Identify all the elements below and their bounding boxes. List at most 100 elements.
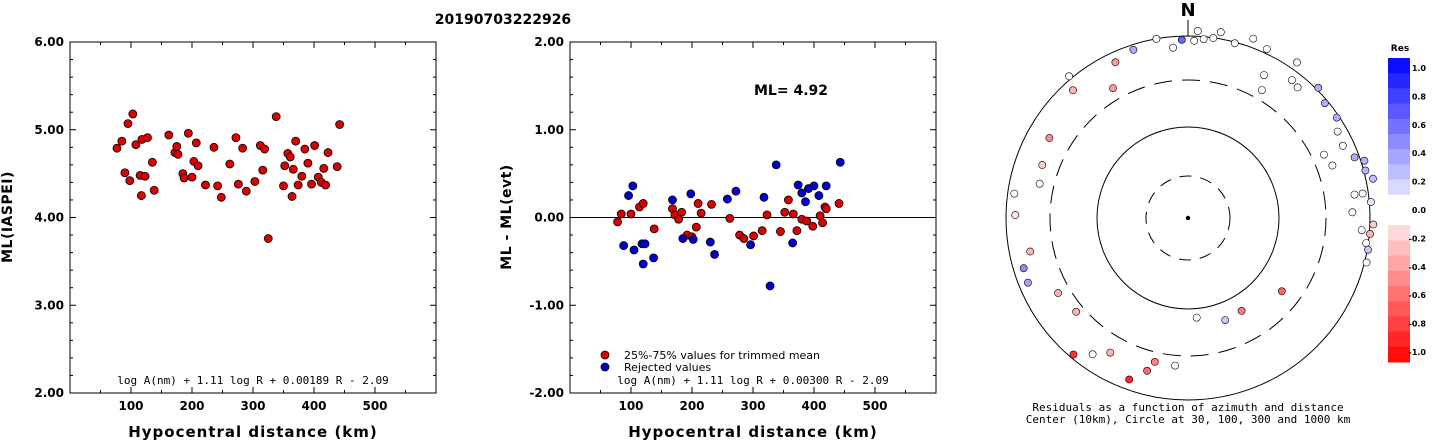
panel1-point (193, 161, 203, 171)
polar-point (1367, 198, 1375, 206)
panel2-point-rejected (629, 245, 639, 255)
p1-xtick-label: 300 (740, 399, 765, 413)
panel1-point (123, 119, 133, 129)
polar-point (1249, 34, 1258, 43)
panel2-point-trimmed (725, 213, 735, 223)
panel-residual-vs-distance: 100 200 300 400 500 -2.00 -1.00 0.00 1.00 2.00 ML… (499, 35, 937, 441)
panel2-point-rejected (797, 188, 807, 198)
p0-ytick-label: 2.00 (34, 386, 64, 400)
panel2-xlabel: Hypocentral distance (km) (628, 423, 878, 441)
panel1-point (112, 143, 122, 153)
polar-circle-100km (1096, 126, 1280, 310)
polar-point (1111, 58, 1120, 67)
panel2-point-rejected (628, 181, 638, 191)
colorbar-cell (1388, 301, 1410, 317)
panel2-point-trimmed (792, 226, 802, 236)
panel2-point-trimmed (757, 226, 767, 236)
panel2-points (613, 157, 845, 291)
colorbar-cell (1388, 103, 1410, 120)
panel1-point (321, 180, 330, 190)
colorbar-tick-label: 1.0 (1412, 64, 1427, 73)
p0-ytick-label: 6.00 (34, 35, 64, 49)
panel1-point (164, 130, 174, 140)
panel2-point-rejected (640, 239, 650, 249)
panel-ml-vs-distance: 100 200 300 400 500 2.00 3.00 4.00 5.00 6.00 Hypo… (0, 35, 437, 441)
polar-point (1348, 208, 1357, 217)
polar-point (1125, 375, 1134, 384)
polar-point (1350, 153, 1359, 162)
panel2-formula: log A(nm) + 1.11 log R + 0.00300 R - 2.0… (617, 374, 889, 387)
colorbar-cell (1388, 286, 1410, 302)
p1-xtick-label: 100 (618, 399, 643, 413)
panel1-point (187, 172, 197, 182)
panel1-point (201, 180, 210, 190)
polar-point (1065, 72, 1073, 81)
polar-point (1314, 83, 1323, 92)
polar-point (1328, 161, 1337, 170)
panel1-point (131, 140, 141, 150)
panel1-point (216, 192, 226, 202)
panel2-point-trimmed (788, 209, 798, 219)
polar-point (1169, 43, 1177, 52)
polar-point (1360, 156, 1369, 165)
panel2-point-rejected (765, 281, 775, 291)
panel1-point (241, 186, 251, 196)
panel1-point (303, 158, 313, 168)
panel2-point-rejected (809, 181, 819, 191)
polar-point (1069, 86, 1077, 95)
p1-xtick-label: 500 (862, 399, 887, 413)
panel-polar-residuals: N Residuals as a function of azimuth and… (1005, 0, 1378, 426)
polar-point (1054, 289, 1062, 297)
colorbar-tick-label: 0.4 (1412, 149, 1427, 158)
polar-circle-30km (1145, 175, 1231, 261)
polar-point (1357, 226, 1366, 234)
polar-point (1072, 307, 1081, 316)
panel2-point-trimmed (821, 204, 831, 214)
polar-point (1364, 245, 1372, 254)
polar-point (1026, 247, 1035, 256)
polar-center (1185, 215, 1191, 221)
colorbar-cell (1388, 58, 1410, 74)
panel1-point (117, 136, 127, 146)
panel2-point-rejected (710, 249, 719, 259)
colorbar-cell (1388, 225, 1410, 241)
p1-ytick-label: -1.00 (529, 298, 564, 312)
panel2-point-rejected (731, 186, 741, 196)
polar-point (1258, 86, 1266, 94)
panel2-point-rejected (705, 237, 715, 247)
polar-point (1216, 28, 1225, 37)
panel2-point-rejected (759, 192, 769, 202)
panel1-point (183, 128, 193, 138)
p0-xtick-label: 200 (179, 399, 204, 413)
panel1-point (225, 159, 235, 169)
colorbar: Res 1.0 0.8 0.6 0.4 0.2 0.0 -0.2 -0.4 -0.6 -0.8 -1… (1388, 44, 1426, 363)
colorbar-cell (1388, 194, 1410, 211)
panel1-point (191, 138, 201, 148)
panel1-point (149, 185, 159, 195)
p0-ytick-label: 5.00 (34, 123, 64, 137)
panel2-point-trimmed (783, 195, 793, 205)
polar-point (1088, 350, 1097, 359)
colorbar-cell (1388, 118, 1410, 135)
panel2-point-trimmed (802, 216, 812, 226)
panel2-point-rejected (722, 194, 732, 204)
legend-marker-rejected (600, 362, 610, 372)
panel1-point (231, 133, 241, 143)
polar-point (1150, 357, 1159, 366)
panel1-point (285, 152, 295, 162)
polar-point (1369, 174, 1377, 183)
polar-point (1152, 35, 1161, 43)
polar-point (1106, 348, 1115, 357)
colorbar-cell (1388, 331, 1410, 348)
polar-caption-line1: Residuals as a function of azimuth and d… (1032, 401, 1343, 414)
polar-point (1366, 229, 1374, 238)
polar-point (1230, 39, 1239, 48)
p1-xtick-label: 400 (801, 399, 826, 413)
panel2-point-rejected (801, 197, 810, 207)
polar-point (1011, 211, 1020, 219)
polar-outer-circle (1005, 35, 1371, 401)
panel2-point-rejected (746, 240, 755, 250)
polar-point (1320, 150, 1328, 159)
panel2-point-trimmed (780, 207, 790, 217)
